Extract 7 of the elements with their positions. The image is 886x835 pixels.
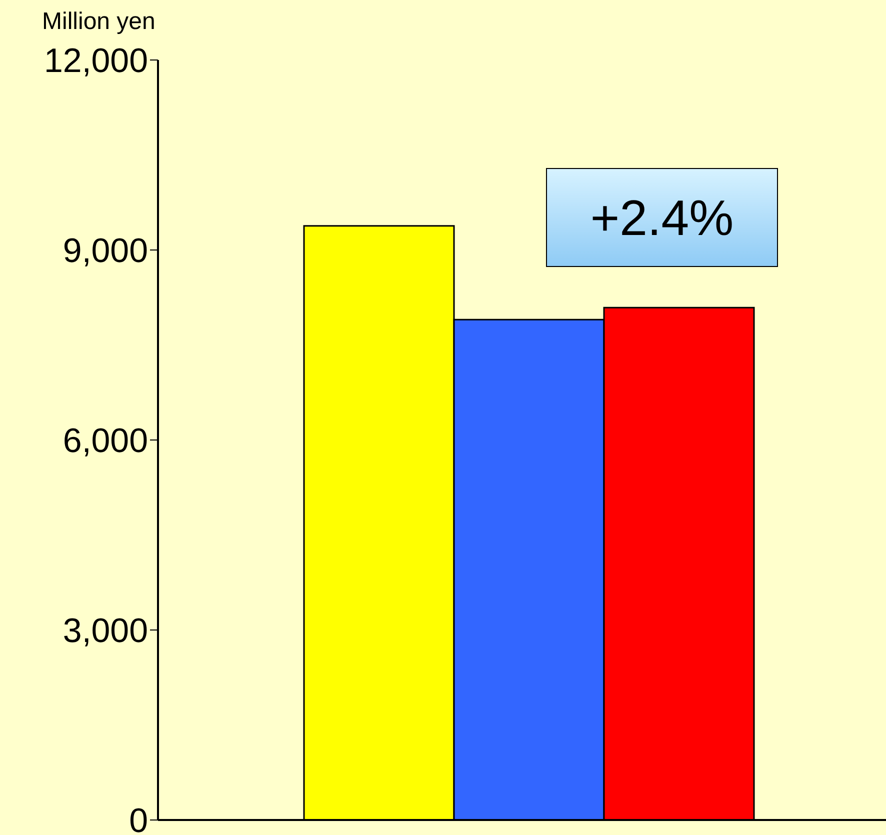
y-tick-label: 9,000 — [62, 232, 148, 270]
y-axis-title: Million yen — [42, 8, 156, 36]
y-tick-label: 3,000 — [62, 612, 148, 650]
y-tick-label: 0 — [129, 802, 148, 835]
y-tick-label: 6,000 — [62, 422, 148, 460]
y-tick-label: 12,000 — [44, 42, 148, 80]
annotation: +2.4% — [546, 168, 778, 267]
